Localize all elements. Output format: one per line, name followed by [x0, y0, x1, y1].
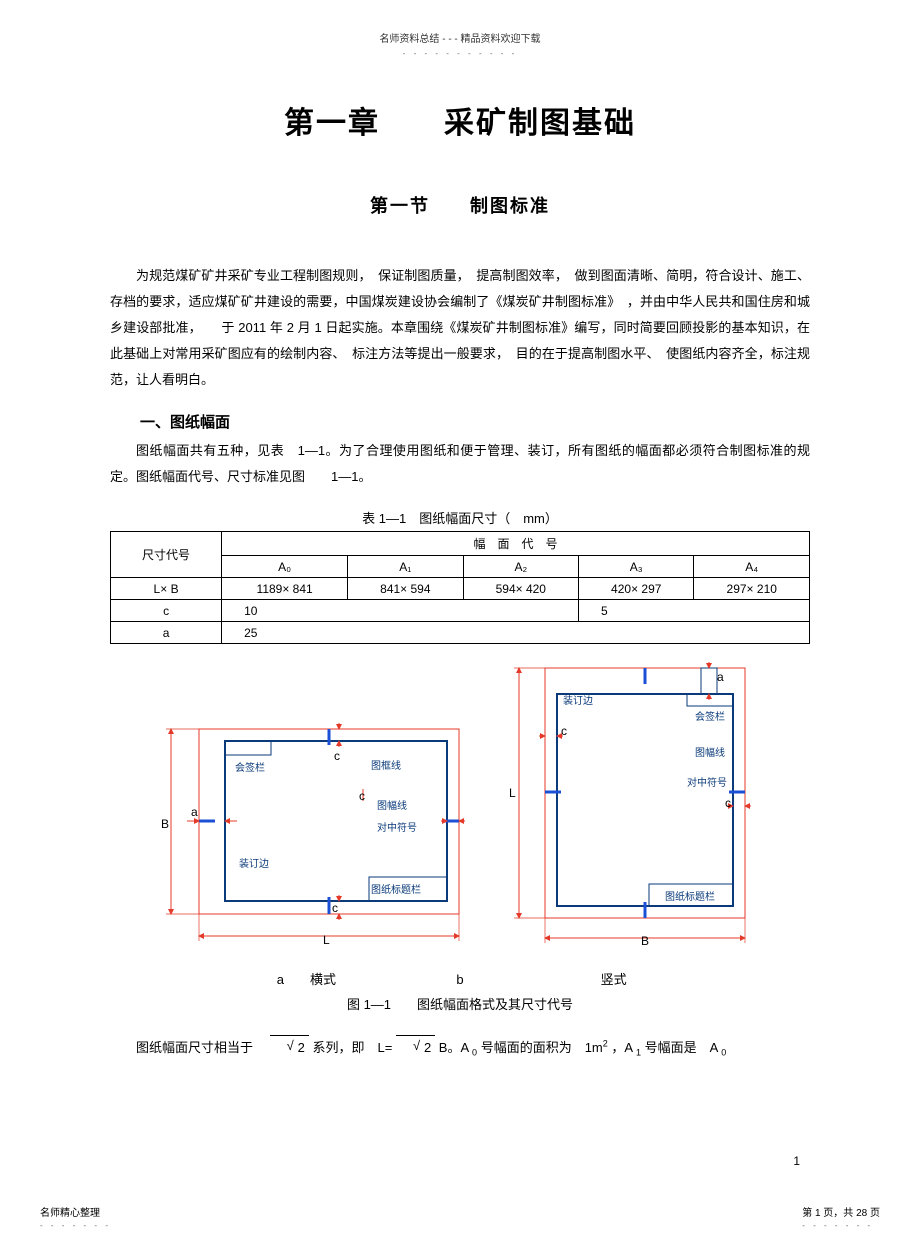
col-header: 尺寸代号 — [111, 532, 222, 578]
table-cell: L× B — [111, 578, 222, 600]
table-cell: 297× 210 — [694, 578, 810, 600]
table-cell: c — [111, 600, 222, 622]
label-c2: c — [359, 789, 365, 803]
ftxt: ，A — [611, 1040, 636, 1055]
table-cell: 25 — [222, 622, 810, 644]
label-r-huiqian: 会签栏 — [695, 708, 725, 723]
label-zhuangding: 装订边 — [239, 855, 269, 870]
paragraph-intro: 为规范煤矿矿井采矿专业工程制图规则， 保证制图质量， 提高制图效率， 做到图面清… — [110, 263, 810, 393]
label-B: B — [161, 817, 169, 831]
table-row: c 10 5 — [111, 600, 810, 622]
label-duizhong: 对中符号 — [377, 819, 417, 834]
section-title: 第一节 制图标准 — [110, 192, 810, 218]
header-note: 名师资料总结 - - - 精品资料欢迎下载 — [110, 30, 810, 45]
table-cell: a — [111, 622, 222, 644]
label-r-a: a — [717, 670, 724, 684]
label-r-c1: c — [561, 724, 567, 738]
footer-right: 第 1 页，共 28 页 - - - - - - - — [802, 1204, 880, 1230]
table-cell: 10 — [222, 600, 579, 622]
page-number: 1 — [793, 1154, 800, 1168]
formula-line: 图纸幅面尺寸相当于 2 系列，即 L= 2 B。A 0 号幅面的面积为 1m2 … — [110, 1035, 810, 1062]
sub: 0 — [472, 1048, 477, 1058]
table-cell: 1189× 841 — [222, 578, 348, 600]
table-row: 尺寸代号 幅 面 代 号 — [111, 532, 810, 556]
label-r-c2: c — [725, 796, 731, 810]
span-header: 幅 面 代 号 — [222, 532, 810, 556]
label-r-duizhong: 对中符号 — [687, 774, 727, 789]
ftxt: 号幅面的面积为 1m — [481, 1040, 603, 1055]
table-cell: A₁ — [348, 556, 463, 578]
sqrt-icon: 2 — [396, 1035, 435, 1061]
table-row: L× B 1189× 841 841× 594 594× 420 420× 29… — [111, 578, 810, 600]
paragraph-2: 图纸幅面共有五种，见表 1—1。为了合理使用图纸和便于管理、装订，所有图纸的幅面… — [110, 438, 810, 490]
label-c1: c — [334, 749, 340, 763]
fig-sub-c: 竖式 — [514, 969, 714, 988]
figure-right-svg — [491, 656, 781, 956]
format-table: 尺寸代号 幅 面 代 号 A₀ A₁ A₂ A₃ A₄ L× B 1189× 8… — [110, 531, 810, 644]
figure-left-svg — [139, 701, 479, 956]
ftxt: 系列，即 L= — [313, 1040, 396, 1055]
label-L: L — [323, 933, 330, 947]
footer-left: 名师精心整理 - - - - - - - — [40, 1204, 111, 1230]
footer-right-text: 第 1 页，共 28 页 — [802, 1204, 880, 1219]
label-r-tufu: 图幅线 — [695, 744, 725, 759]
ftxt: 号幅面是 A — [645, 1040, 722, 1055]
label-c3: c — [332, 901, 338, 915]
ftxt: 图纸幅面尺寸相当于 — [136, 1040, 266, 1055]
fig-sub-a: a 横式 — [206, 969, 406, 988]
figure-title: 图 1—1 图纸幅面格式及其尺寸代号 — [110, 994, 810, 1013]
figure-row: 会签栏 图框线 图幅线 对中符号 装订边 图纸标题栏 a c c c L B — [110, 656, 810, 961]
table-caption: 表 1—1 图纸幅面尺寸（ mm） — [110, 508, 810, 527]
label-r-B: B — [641, 934, 649, 948]
table-cell: A₄ — [694, 556, 810, 578]
table-cell: A₀ — [222, 556, 348, 578]
table-row: a 25 — [111, 622, 810, 644]
label-tukuang: 图框线 — [371, 757, 401, 772]
figure-right: 装订边 会签栏 图幅线 对中符号 图纸标题栏 a c c L B — [491, 656, 781, 961]
sqrt-icon: 2 — [270, 1035, 309, 1061]
footer-dots: - - - - - - - — [802, 1221, 880, 1230]
chapter-title: 第一章 采矿制图基础 — [110, 98, 810, 142]
label-a: a — [191, 805, 198, 819]
table-cell: 594× 420 — [463, 578, 578, 600]
sub: 0 — [721, 1048, 726, 1058]
label-r-L: L — [509, 786, 516, 800]
figure-sublabels: a 横式 b 竖式 — [110, 969, 810, 988]
footer-dots: - - - - - - - — [40, 1221, 111, 1230]
table-cell: 841× 594 — [348, 578, 463, 600]
table-cell: A₃ — [579, 556, 694, 578]
figure-left: 会签栏 图框线 图幅线 对中符号 装订边 图纸标题栏 a c c c L B — [139, 701, 479, 961]
table-cell: 5 — [579, 600, 810, 622]
ftxt: B。A — [439, 1040, 472, 1055]
fig-sub-b: b — [410, 972, 510, 987]
sub: 1 — [636, 1048, 641, 1058]
label-r-biaoti: 图纸标题栏 — [665, 888, 715, 903]
sup: 2 — [603, 1039, 608, 1049]
label-tufu: 图幅线 — [377, 797, 407, 812]
footer-left-text: 名师精心整理 — [40, 1204, 111, 1219]
table-cell: 420× 297 — [579, 578, 694, 600]
header-dots: - - - - - - - - - - - — [110, 49, 810, 58]
label-r-zhuangding: 装订边 — [563, 692, 593, 707]
label-biaoti: 图纸标题栏 — [371, 881, 421, 896]
table-cell: A₂ — [463, 556, 578, 578]
label-huiqian: 会签栏 — [235, 759, 265, 774]
subheading-1: 一、图纸幅面 — [110, 411, 810, 432]
